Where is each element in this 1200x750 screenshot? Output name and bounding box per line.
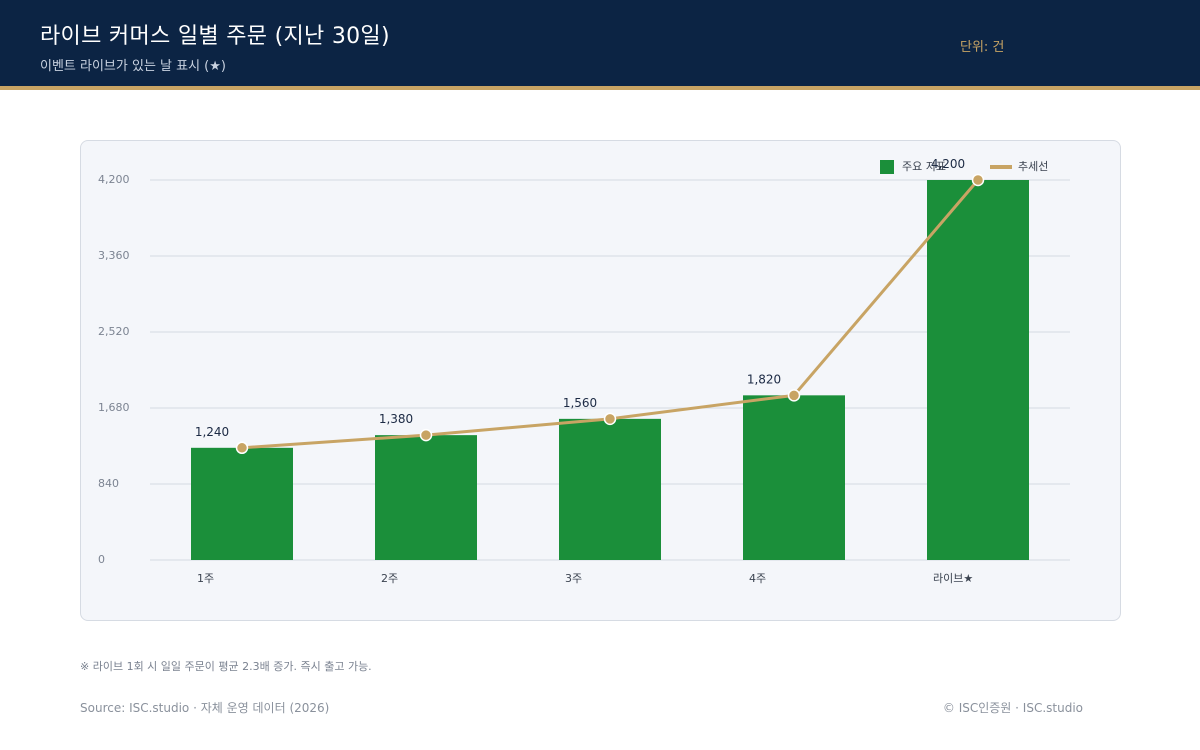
trend-point xyxy=(787,389,801,402)
bar xyxy=(559,418,661,560)
y-tick-label: 3,360 xyxy=(98,249,130,262)
data-label: 1,380 xyxy=(379,412,413,426)
data-label: 1,560 xyxy=(563,396,597,410)
x-tick-label: 라이브★ xyxy=(933,572,973,585)
trend-point xyxy=(971,173,985,187)
y-tick-label: 2,520 xyxy=(98,325,130,338)
trend-point xyxy=(603,412,617,426)
y-tick-label: 840 xyxy=(98,477,119,490)
x-axis-ticks: 1주 2주 3주 4주 라이브★ xyxy=(197,572,973,585)
copyright: © ISC인증원 · ISC.studio xyxy=(942,701,1083,715)
x-tick-label: 3주 xyxy=(565,572,582,585)
data-labels: 1,240 1,380 1,560 1,820 4,200 xyxy=(195,157,965,439)
bar xyxy=(927,180,1029,560)
y-tick-label: 0 xyxy=(98,553,105,566)
bar xyxy=(375,435,477,560)
footnote: ※ 라이브 1회 시 일일 주문이 평균 2.3배 증가. 즉시 출고 가능. xyxy=(80,660,372,673)
unit-label: 단위: 건 xyxy=(960,40,1005,55)
trend-point xyxy=(419,428,433,442)
bars xyxy=(191,180,1029,560)
legend-label-bar: 주요 지표 xyxy=(902,160,946,173)
header-bar: 라이브 커머스 일별 주문 (지난 30일) 이벤트 라이브가 있는 날 표시 … xyxy=(0,0,1200,86)
data-label: 1,240 xyxy=(195,425,229,439)
legend: 주요 지표 추세선 xyxy=(880,160,1048,174)
trend-line-layer xyxy=(235,173,985,455)
y-axis-ticks: 0 840 1,680 2,520 3,360 4,200 xyxy=(98,173,130,566)
data-label: 4,200 xyxy=(931,157,965,171)
y-tick-label: 1,680 xyxy=(98,401,130,414)
data-label: 1,820 xyxy=(747,372,781,386)
bar xyxy=(743,395,845,560)
source-credit: Source: ISC.studio · 자체 운영 데이터 (2026) xyxy=(80,701,330,715)
legend-label-line: 추세선 xyxy=(1018,160,1048,173)
y-tick-label: 4,200 xyxy=(98,173,130,186)
x-tick-label: 2주 xyxy=(381,572,398,585)
header-accent-rule xyxy=(0,86,1200,90)
page-subtitle: 이벤트 라이브가 있는 날 표시 (★) xyxy=(40,59,226,74)
bar xyxy=(191,447,293,560)
x-tick-label: 1주 xyxy=(197,572,214,585)
legend-swatch-bar xyxy=(880,160,894,174)
page-title: 라이브 커머스 일별 주문 (지난 30일) xyxy=(40,24,390,49)
trend-point xyxy=(235,441,249,455)
x-tick-label: 4주 xyxy=(749,572,766,585)
